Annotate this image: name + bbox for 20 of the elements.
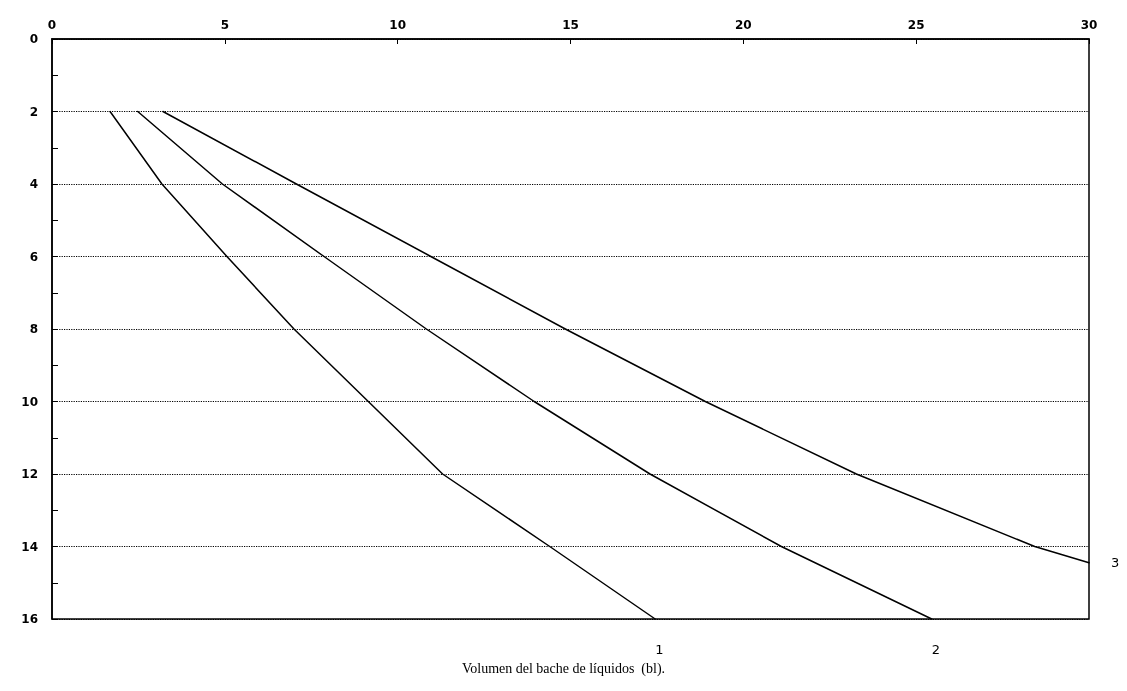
x-tick-label: 30 [1080, 18, 1098, 32]
x-tick-label: 25 [907, 18, 925, 32]
series-label: 2 [931, 641, 940, 657]
x-tick-label: 10 [389, 18, 407, 32]
y-tick-label: 2 [29, 104, 38, 119]
y-tick-label: 0 [29, 32, 38, 46]
x-tick-label: 15 [562, 18, 579, 32]
x-tick-label: 0 [47, 18, 57, 32]
series-label: 3 [1111, 555, 1120, 571]
y-tick-label: 4 [29, 177, 38, 191]
y-tick-label: 8 [29, 322, 38, 336]
x-tick-label: 5 [220, 18, 230, 32]
y-tick-label: 6 [29, 249, 38, 264]
y-tick-label: 10 [21, 394, 38, 409]
y-tick-label: 12 [21, 467, 38, 481]
x-axis-title: Volumen del bache de líquidos (bl). [461, 660, 666, 677]
y-tick-label: 16 [21, 612, 38, 626]
y-tick-label: 14 [21, 539, 38, 554]
x-tick-label: 20 [734, 18, 752, 32]
series-label: 1 [655, 641, 664, 657]
